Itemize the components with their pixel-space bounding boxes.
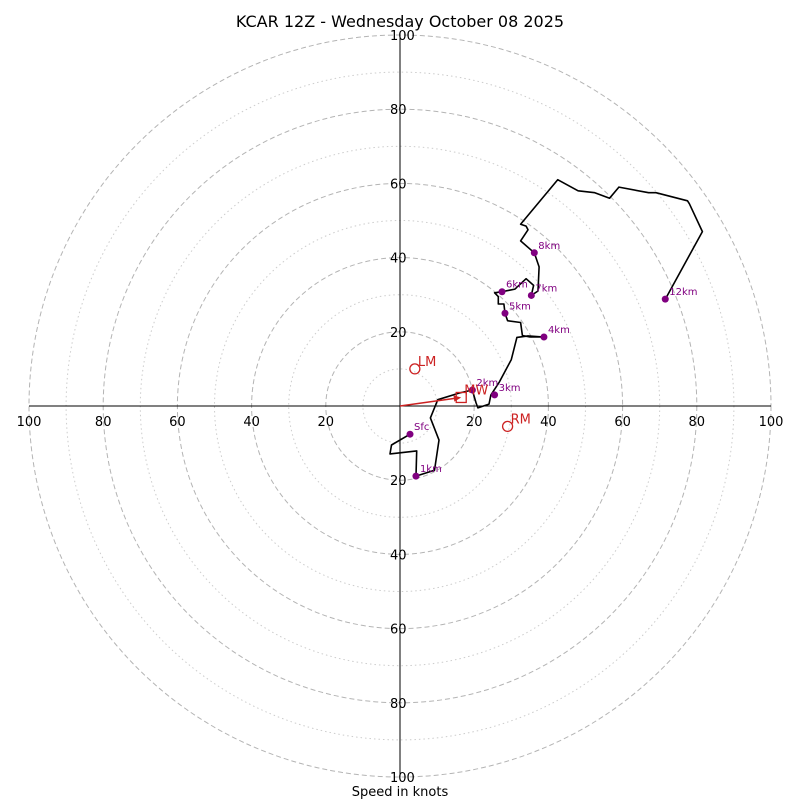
x-tick-label: 20 <box>466 415 483 430</box>
storm-motion-rm-label: RM <box>511 412 531 427</box>
x-axis-label: Speed in knots <box>352 785 449 800</box>
height-label-4km: 4km <box>548 325 570 336</box>
hodograph-trace-group <box>389 178 704 477</box>
y-tick-label: 40 <box>390 548 407 563</box>
storm-motion-mw-label: MW <box>464 383 488 398</box>
height-marker-6km <box>498 288 506 296</box>
height-label-3km: 3km <box>499 383 521 394</box>
height-markers: Sfc 1km 2km 3km 4km 5km 6km 7km 8km 12km <box>406 241 698 480</box>
height-label-12km: 12km <box>669 287 697 298</box>
storm-motion-mw-marker <box>455 391 467 404</box>
tick-labels: 100 80 60 40 20 20 40 60 80 100 100 80 60 40 20 20 40 60 8… <box>17 29 784 786</box>
x-tick-label: 40 <box>540 415 557 430</box>
x-tick-label: 80 <box>95 415 112 430</box>
y-tick-label: 80 <box>390 697 407 712</box>
y-tick-label: 60 <box>390 623 407 638</box>
mean-wind-arrow <box>399 397 460 407</box>
x-tick-label: 80 <box>689 415 706 430</box>
height-marker-12km <box>661 295 669 303</box>
height-label-2km: 2km <box>476 378 498 389</box>
height-label-1km: 1km <box>420 464 442 475</box>
x-tick-label: 100 <box>759 415 784 430</box>
storm-motion-rm-marker <box>501 420 514 433</box>
storm-motion-lm-marker <box>409 363 421 375</box>
height-marker-sfc <box>406 430 414 438</box>
storm-motion-lm-label: LM <box>418 355 436 370</box>
height-label-8km: 8km <box>538 241 560 252</box>
y-tick-label: 100 <box>390 29 415 44</box>
x-tick-label: 60 <box>169 415 186 430</box>
y-tick-label: 80 <box>390 103 407 118</box>
chart-title: KCAR 12Z - Wednesday October 08 2025 <box>236 12 564 31</box>
height-marker-1km <box>412 472 420 480</box>
x-tick-label: 60 <box>614 415 631 430</box>
x-tick-label: 100 <box>17 415 42 430</box>
y-tick-label: 60 <box>390 177 407 192</box>
y-tick-label: 100 <box>390 771 415 786</box>
height-label-sfc: Sfc <box>414 422 429 433</box>
y-tick-label: 40 <box>390 252 407 267</box>
height-label-5km: 5km <box>509 301 531 312</box>
y-tick-label: 20 <box>390 474 407 489</box>
storm-motion-markers: LM RM MW <box>399 355 531 433</box>
mean-wind-arrowhead <box>453 395 462 402</box>
y-tick-label: 20 <box>390 326 407 341</box>
height-marker-7km <box>527 291 535 299</box>
height-label-7km: 7km <box>535 283 557 294</box>
x-tick-label: 40 <box>243 415 260 430</box>
height-marker-3km <box>491 391 499 399</box>
height-marker-8km <box>530 249 538 257</box>
height-marker-2km <box>468 386 476 394</box>
height-marker-5km <box>501 309 509 317</box>
height-marker-4km <box>540 333 548 341</box>
x-tick-label: 20 <box>318 415 335 430</box>
hodograph-trace <box>389 178 704 477</box>
height-label-6km: 6km <box>506 280 528 291</box>
